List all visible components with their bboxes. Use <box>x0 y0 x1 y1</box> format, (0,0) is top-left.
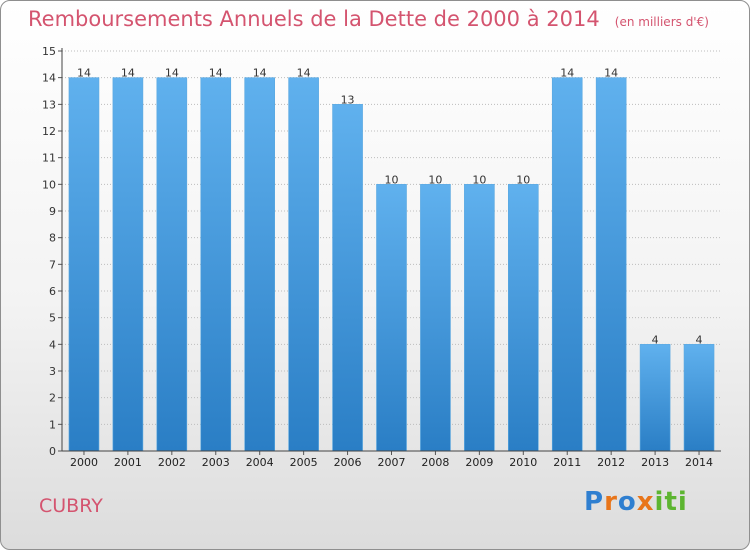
data-label: 10 <box>472 173 486 186</box>
x-tick-label: 2006 <box>334 456 362 469</box>
y-tick-label: 10 <box>42 178 56 191</box>
y-tick-label: 1 <box>49 418 56 431</box>
bar-2004 <box>244 77 275 452</box>
y-tick-label: 2 <box>49 392 56 405</box>
bars <box>68 77 715 452</box>
y-tick-label: 15 <box>42 45 56 58</box>
y-tick-label: 0 <box>49 445 56 458</box>
data-label: 14 <box>121 67 135 80</box>
unit-note: (en milliers d'€) <box>614 15 709 29</box>
logo-letter: P <box>584 487 605 517</box>
logo-letter: i <box>654 487 665 517</box>
x-tick-label: 2003 <box>202 456 230 469</box>
data-label: 14 <box>604 67 618 80</box>
bar-2009 <box>464 184 495 452</box>
y-tick-label: 13 <box>42 98 56 111</box>
x-tick-label: 2009 <box>465 456 493 469</box>
data-label: 10 <box>385 173 399 186</box>
x-tick-label: 2005 <box>290 456 318 469</box>
y-tick-label: 4 <box>49 338 56 351</box>
x-tick-label: 2001 <box>114 456 142 469</box>
data-label: 14 <box>77 67 91 80</box>
x-tick-label: 2011 <box>553 456 581 469</box>
bar-2007 <box>376 184 407 452</box>
logo-letter: i <box>677 487 688 517</box>
data-label: 4 <box>696 333 703 346</box>
y-tick-label: 11 <box>42 152 56 165</box>
y-tick-label: 14 <box>42 72 56 85</box>
bar-2008 <box>420 184 451 452</box>
data-label: 14 <box>297 67 311 80</box>
bar-2001 <box>112 77 144 452</box>
x-tick-label: 2012 <box>597 456 625 469</box>
x-tick-label: 2013 <box>641 456 669 469</box>
y-tick-label: 3 <box>49 365 56 378</box>
labels: 14 14 14 14 14 14 13 10 10 10 10 14 14 4 4 <box>77 67 703 347</box>
bar-2013 <box>639 344 671 452</box>
y-tick-label: 12 <box>42 125 56 138</box>
y-tick-label: 9 <box>49 205 56 218</box>
bar-2005 <box>288 77 319 452</box>
data-label: 13 <box>341 93 355 106</box>
data-label: 14 <box>209 67 223 80</box>
y-tick-label: 7 <box>49 258 56 271</box>
bar-2000 <box>68 77 100 452</box>
data-label: 10 <box>516 173 530 186</box>
x-tick-label: 2010 <box>509 456 537 469</box>
bar-2012 <box>595 77 627 452</box>
x-tick-label: 2004 <box>246 456 274 469</box>
data-label: 14 <box>253 67 267 80</box>
bar-2011 <box>551 77 583 452</box>
logo-letter: o <box>617 487 637 517</box>
y-tick-label: 8 <box>49 232 56 245</box>
logo-letter: r <box>604 487 618 517</box>
data-label: 10 <box>428 173 442 186</box>
logo-letter: x <box>636 487 655 517</box>
chart-title: Remboursements Annuels de la Dette de 20… <box>28 7 600 31</box>
x-tick-label: 2008 <box>421 456 449 469</box>
x-tick-label: 2002 <box>158 456 186 469</box>
logo-letter: t <box>664 487 678 517</box>
bar-2006 <box>332 104 363 452</box>
y-tick-label: 5 <box>49 312 56 325</box>
bar-2003 <box>200 77 232 452</box>
title-row: Remboursements Annuels de la Dette de 20… <box>28 7 709 31</box>
x-tick-label: 2000 <box>70 456 98 469</box>
x-tick-label: 2014 <box>685 456 713 469</box>
x-tick-label: 2007 <box>378 456 406 469</box>
y-tick-label: 6 <box>49 285 56 298</box>
data-label: 4 <box>652 333 659 346</box>
data-label: 14 <box>560 67 574 80</box>
data-label: 14 <box>165 67 179 80</box>
bar-2010 <box>507 184 539 452</box>
proxiti-logo: Proxiti <box>584 487 688 517</box>
commune-name: CUBRY <box>39 495 103 517</box>
bar-2014 <box>683 344 715 452</box>
bar-2002 <box>156 77 188 452</box>
